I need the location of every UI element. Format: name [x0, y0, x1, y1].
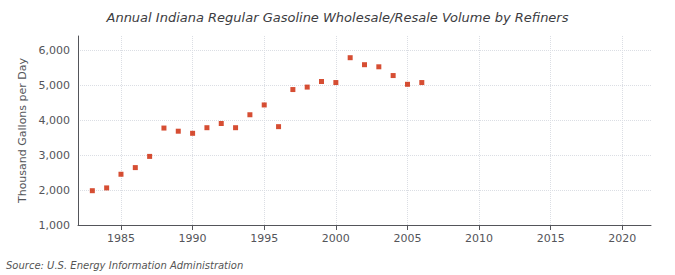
svg-text:3,000: 3,000: [39, 149, 71, 162]
svg-text:5,000: 5,000: [39, 79, 71, 92]
svg-text:1985: 1985: [107, 232, 135, 245]
svg-text:Source: U.S. Energy Informatio: Source: U.S. Energy Information Administ…: [6, 260, 243, 271]
svg-text:2010: 2010: [465, 232, 493, 245]
svg-text:6,000: 6,000: [39, 44, 71, 57]
svg-text:2015: 2015: [537, 232, 565, 245]
svg-text:1,000: 1,000: [39, 219, 71, 232]
svg-text:2,000: 2,000: [39, 184, 71, 197]
svg-text:2005: 2005: [393, 232, 421, 245]
svg-text:1990: 1990: [179, 232, 207, 245]
svg-text:Thousand Gallons per Day: Thousand Gallons per Day: [16, 57, 29, 204]
svg-text:1995: 1995: [250, 232, 278, 245]
svg-text:2000: 2000: [322, 232, 350, 245]
svg-text:2020: 2020: [608, 232, 636, 245]
svg-text:Annual Indiana Regular Gasolin: Annual Indiana Regular Gasoline Wholesal…: [106, 10, 569, 25]
svg-text:4,000: 4,000: [39, 114, 71, 127]
